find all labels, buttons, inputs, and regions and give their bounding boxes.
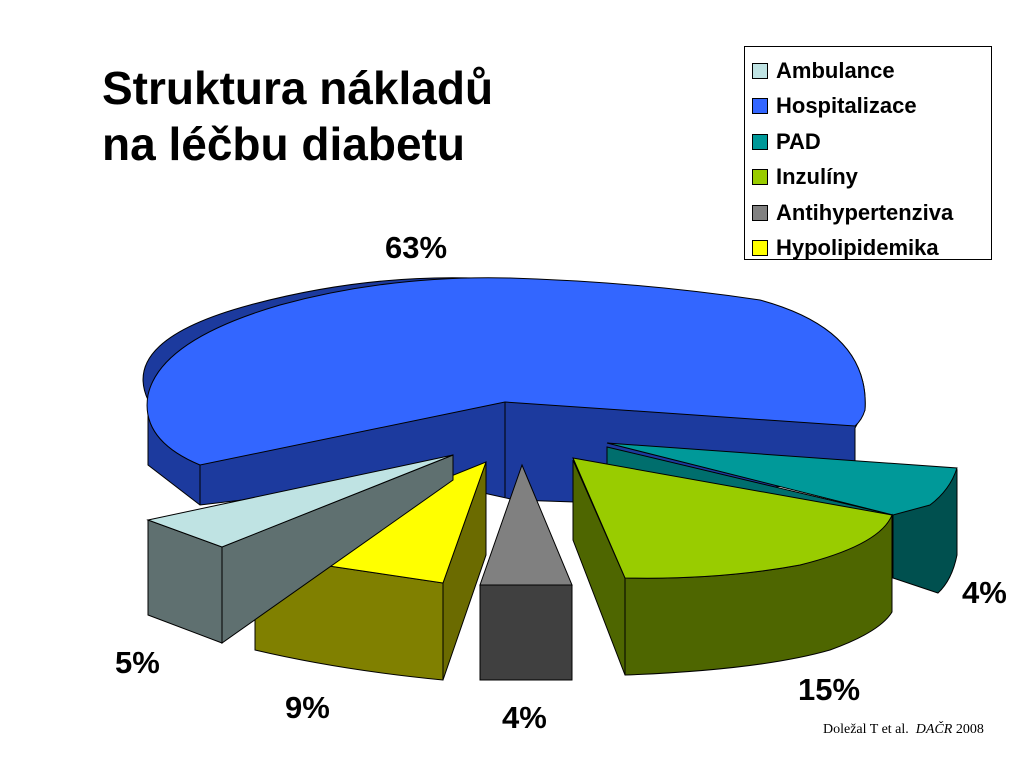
chart-title-line2: na léčbu diabetu — [102, 118, 465, 170]
slice-ambulance-top — [146, 454, 454, 548]
legend-item-pad: PAD — [752, 124, 991, 160]
source-year: 2008 — [955, 722, 984, 737]
source-citation: Doležal T et al. DAČR 2008 — [823, 722, 984, 738]
slice-ambulance — [146, 454, 454, 644]
legend-item-hospitalizace: Hospitalizace — [752, 89, 991, 125]
slice-antihypertenziva — [479, 463, 573, 681]
chart-title: Struktura nákladů na léčbu diabetu — [102, 60, 493, 172]
data-label-hypolipidemika: 9% — [285, 690, 330, 725]
data-label-antihypertenziva: 4% — [502, 700, 547, 735]
legend-label-pad: PAD — [776, 128, 821, 154]
source-authors: Doležal T et al. — [823, 722, 909, 737]
legend-swatch-pad — [752, 133, 768, 150]
legend-label-hypolipidemika: Hypolipidemika — [776, 235, 939, 261]
data-label-hospitalizace: 63% — [385, 230, 448, 265]
slice-pad-side — [892, 469, 958, 594]
legend-swatch-ambulance — [752, 62, 768, 79]
slice-antihypertenziva-side — [479, 584, 573, 681]
data-label-ambulance: 5% — [115, 645, 160, 680]
slice-hospitalizace-top — [146, 277, 866, 466]
legend-item-antihypertenziva: Antihypertenziva — [752, 195, 991, 231]
slice-inzuliny — [572, 457, 893, 676]
legend-item-ambulance: Ambulance — [752, 53, 991, 89]
source-journal: DAČR — [915, 722, 953, 737]
legend-label-ambulance: Ambulance — [776, 57, 895, 83]
slice-antihypertenziva-top — [479, 463, 573, 586]
legend-item-hypolipidemika: Hypolipidemika — [752, 231, 991, 267]
legend-item-inzuliny: Inzulíny — [752, 160, 991, 196]
legend-swatch-hospitalizace — [752, 98, 768, 115]
chart-title-line1: Struktura nákladů — [102, 62, 494, 114]
data-label-pad: 4% — [962, 575, 1007, 610]
slice-inzuliny-top — [572, 457, 893, 579]
legend-swatch-hypolipidemika — [752, 240, 768, 257]
slice-pad-top — [606, 442, 958, 516]
chart-legend: Ambulance Hospitalizace PAD Inzulíny Ant… — [744, 46, 992, 260]
legend-label-inzuliny: Inzulíny — [776, 164, 858, 190]
legend-swatch-inzuliny — [752, 169, 768, 186]
legend-swatch-antihypertenziva — [752, 204, 768, 221]
data-label-inzuliny: 15% — [798, 672, 861, 707]
legend-label-hospitalizace: Hospitalizace — [776, 93, 917, 119]
legend-label-antihypertenziva: Antihypertenziva — [776, 199, 954, 225]
